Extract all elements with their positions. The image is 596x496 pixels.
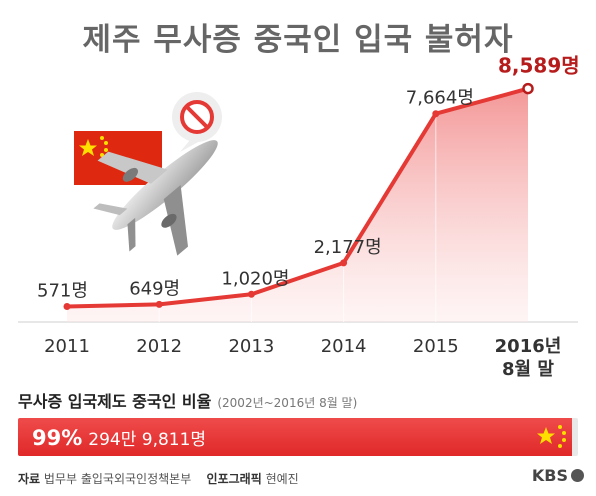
logo-dot-icon: [571, 469, 584, 482]
series-area: [67, 88, 528, 322]
x-tick-label: 2012: [136, 336, 182, 357]
ratio-title: 무사증 입국제도 중국인 비율 (2002년~2016년 8월 말): [18, 388, 357, 412]
data-point: [432, 110, 440, 118]
footer-source: 자료 법무부 출입국외국인정책본부 인포그래픽 현예진: [18, 470, 299, 487]
ratio-title-text: 무사증 입국제도 중국인 비율: [18, 392, 212, 411]
data-point: [63, 302, 71, 310]
graphic-author: 현예진: [265, 472, 299, 486]
ratio-percent: 99%: [32, 426, 83, 450]
ratio-bar-text: 99% 294만 9,811명: [32, 425, 206, 450]
x-tick-label: 2014: [321, 336, 367, 357]
x-tick-label: 2016년: [495, 336, 562, 357]
chart-title: 제주 무사증 중국인 입국 불허자: [82, 22, 514, 58]
x-tick-label: 2013: [228, 336, 274, 357]
data-label: 2,177명: [314, 237, 382, 258]
source-text: 법무부 출입국외국인정책본부: [43, 472, 192, 486]
ratio-note: (2002년~2016년 8월 말): [217, 396, 358, 410]
kbs-logo-text: KBS: [531, 466, 568, 485]
data-point: [340, 259, 348, 267]
kbs-logo: KBS: [532, 466, 584, 485]
china-stars-icon: [537, 425, 566, 448]
x-tick-sublabel: 8월 말: [502, 359, 554, 380]
data-label: 571명: [37, 280, 88, 301]
data-point: [522, 82, 534, 95]
source-label: 자료: [18, 472, 41, 486]
airplane-icon: [93, 140, 218, 256]
data-point: [247, 290, 255, 298]
data-label: 1,020명: [221, 268, 289, 289]
graphic-label: 인포그래픽: [206, 472, 262, 486]
no-entry-icon: [172, 92, 222, 152]
data-label: 8,589명: [498, 54, 580, 78]
ratio-bar-fill: [18, 418, 573, 456]
series-line: [66, 86, 529, 309]
x-tick-label: 2015: [413, 336, 459, 357]
data-label: 649명: [129, 278, 180, 299]
data-point: [155, 300, 163, 308]
x-tick-label: 2011: [44, 336, 90, 357]
data-label: 7,664명: [406, 88, 474, 109]
ratio-count: 294만 9,811명: [88, 430, 207, 450]
ratio-bar: 99% 294만 9,811명: [18, 418, 578, 456]
